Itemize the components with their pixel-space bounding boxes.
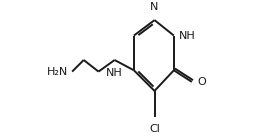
Text: NH: NH [106, 68, 123, 78]
Text: Cl: Cl [149, 124, 160, 134]
Text: O: O [197, 77, 206, 87]
Text: NH: NH [179, 31, 196, 41]
Text: N: N [150, 2, 159, 12]
Text: H₂N: H₂N [47, 67, 68, 77]
